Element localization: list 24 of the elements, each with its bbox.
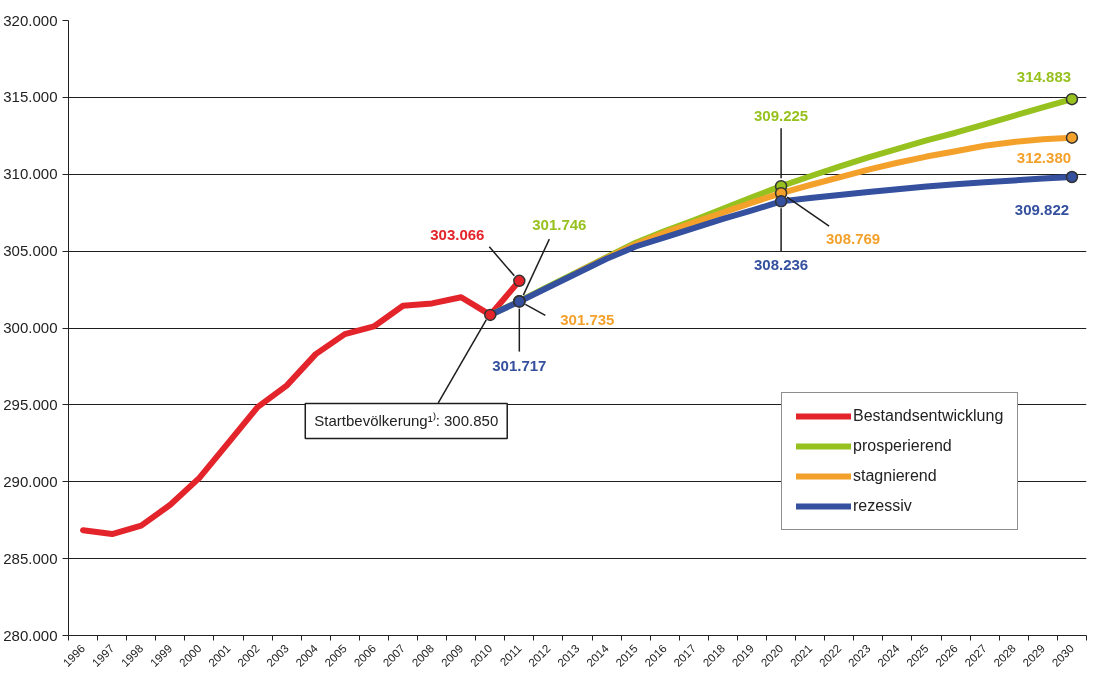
data-label: 303.066 bbox=[430, 225, 485, 243]
annotation: Startbevölkerung¹⁾: 300.850 bbox=[314, 412, 499, 430]
data-label: 308.769 bbox=[825, 230, 881, 248]
legend-label: stagnierend bbox=[853, 467, 937, 485]
y-tick-label: 320.000 bbox=[3, 11, 58, 29]
y-tick-label: 280.000 bbox=[3, 626, 58, 644]
y-tick-label: 310.000 bbox=[3, 165, 58, 183]
y-tick-label: 290.000 bbox=[3, 472, 58, 490]
legend-label: prosperierend bbox=[853, 437, 952, 455]
data-label: 312.380 bbox=[1016, 148, 1072, 166]
data-label: 309.225 bbox=[753, 107, 809, 125]
data-label: 301.717 bbox=[492, 356, 547, 374]
legend-label: Bestandsentwicklung bbox=[853, 407, 1004, 425]
data-label: 301.735 bbox=[560, 311, 615, 329]
data-label: 309.822 bbox=[1014, 200, 1070, 218]
data-label: 308.236 bbox=[753, 256, 809, 274]
data-label: 314.883 bbox=[1016, 68, 1072, 86]
legend-label: rezessiv bbox=[853, 497, 912, 515]
y-tick-label: 295.000 bbox=[3, 395, 58, 413]
data-label: 301.746 bbox=[532, 216, 587, 234]
y-tick-label: 305.000 bbox=[3, 242, 58, 260]
y-tick-label: 300.000 bbox=[3, 319, 58, 336]
y-tick-label: 315.000 bbox=[3, 88, 58, 106]
y-tick-label: 285.000 bbox=[3, 549, 58, 567]
